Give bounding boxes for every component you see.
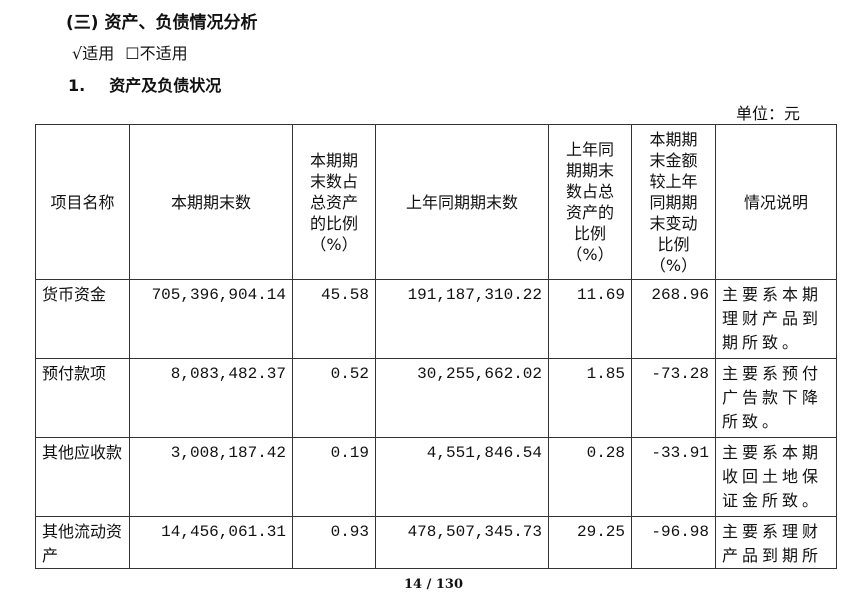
header-description: 情况说明 bbox=[715, 124, 837, 280]
cell-change-ratio: -73.28 bbox=[631, 358, 716, 438]
cell-prior-ratio: 0.28 bbox=[548, 437, 632, 517]
cell-prior-end: 478,507,345.73 bbox=[375, 516, 549, 569]
header-prior-end: 上年同期期末数 bbox=[375, 124, 549, 280]
cell-prior-ratio: 29.25 bbox=[548, 516, 632, 569]
cell-description: 主要系本期收回土地保证金所致。 bbox=[715, 437, 837, 517]
header-change-ratio: 本期期末金额较上年同期期末变动比例（%） bbox=[631, 124, 716, 280]
cell-current-end: 8,083,482.37 bbox=[129, 358, 293, 438]
subsection-number: 1. bbox=[68, 76, 86, 95]
cell-current-end: 3,008,187.42 bbox=[129, 437, 293, 517]
cell-item-name: 其他流动资产 bbox=[35, 516, 130, 569]
cell-prior-ratio: 11.69 bbox=[548, 279, 632, 359]
cell-current-ratio: 0.52 bbox=[292, 358, 376, 438]
header-item-name: 项目名称 bbox=[35, 124, 130, 280]
cell-prior-end: 30,255,662.02 bbox=[375, 358, 549, 438]
table-row: 货币资金 705,396,904.14 45.58 191,187,310.22… bbox=[35, 279, 837, 359]
table-row: 预付款项 8,083,482.37 0.52 30,255,662.02 1.8… bbox=[35, 358, 837, 438]
table-row: 其他流动资产 14,456,061.31 0.93 478,507,345.73… bbox=[35, 516, 837, 569]
cell-prior-end: 191,187,310.22 bbox=[375, 279, 549, 359]
page-number: 14 / 130 bbox=[403, 577, 464, 592]
applicability-options: √适用 ☐不适用 bbox=[72, 40, 194, 64]
cell-current-ratio: 45.58 bbox=[292, 279, 376, 359]
cell-change-ratio: -33.91 bbox=[631, 437, 716, 517]
cell-item-name: 货币资金 bbox=[35, 279, 130, 359]
cell-description: 主要系本期理财产品到期所致。 bbox=[715, 279, 837, 359]
cell-current-ratio: 0.93 bbox=[292, 516, 376, 569]
table-header-row: 项目名称 本期期末数 本期期末数占总资产的比例（%） 上年同期期末数 上年同期期… bbox=[35, 124, 837, 280]
table-row: 其他应收款 3,008,187.42 0.19 4,551,846.54 0.2… bbox=[35, 437, 837, 517]
cell-prior-end: 4,551,846.54 bbox=[375, 437, 549, 517]
cell-change-ratio: 268.96 bbox=[631, 279, 716, 359]
applicable-option: √适用 bbox=[72, 44, 115, 63]
cell-current-end: 705,396,904.14 bbox=[129, 279, 293, 359]
cell-description: 主要系预付广告款下降所致。 bbox=[715, 358, 837, 438]
header-prior-ratio: 上年同期期末数占总资产的比例（%） bbox=[548, 124, 632, 280]
subsection-title: 资产及负债状况 bbox=[109, 76, 222, 95]
section-title: (三) 资产、负债情况分析 bbox=[66, 13, 258, 33]
cell-current-end: 14,456,061.31 bbox=[129, 516, 293, 569]
assets-liabilities-table: 项目名称 本期期末数 本期期末数占总资产的比例（%） 上年同期期末数 上年同期期… bbox=[35, 124, 837, 569]
cell-current-ratio: 0.19 bbox=[292, 437, 376, 517]
unit-label: 单位：元 bbox=[736, 104, 801, 123]
not-applicable-option: ☐不适用 bbox=[125, 44, 188, 63]
cell-prior-ratio: 1.85 bbox=[548, 358, 632, 438]
cell-description: 主要系理财产品到期所 bbox=[715, 516, 837, 569]
cell-item-name: 其他应收款 bbox=[35, 437, 130, 517]
cell-change-ratio: -96.98 bbox=[631, 516, 716, 569]
subsection-heading: 1. 资产及负债状况 bbox=[68, 72, 221, 96]
header-current-end: 本期期末数 bbox=[129, 124, 293, 280]
header-current-ratio: 本期期末数占总资产的比例（%） bbox=[292, 124, 376, 280]
cell-item-name: 预付款项 bbox=[35, 358, 130, 438]
